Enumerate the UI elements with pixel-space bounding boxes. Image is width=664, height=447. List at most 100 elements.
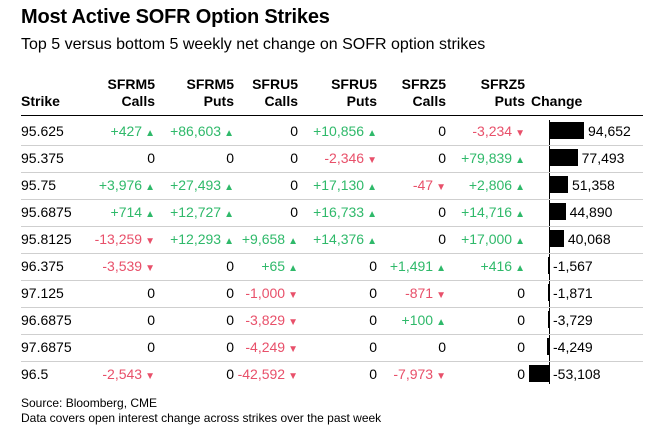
cell-value: +100 [401,312,434,328]
cell-sfrz5-puts: -3,234 ▼ [472,123,525,139]
row-divider [21,145,643,146]
up-arrow-icon: ▲ [436,317,446,328]
cell-sfru5-puts: -2,346 ▼ [324,150,377,166]
cell-sfru5-calls: -42,592 ▼ [238,366,298,382]
cell-sfrm5-puts: +86,603 ▲ [170,123,234,139]
up-arrow-icon: ▲ [145,182,155,193]
cell-value: -42,592 [237,366,286,382]
cell-sfrm5-puts: 0 [226,150,234,166]
cell-value: 0 [147,312,155,328]
cell-sfrz5-puts: +416 ▲ [481,258,525,274]
cell-value: +12,293 [170,231,222,247]
strike-cell: 96.375 [21,258,64,274]
cell-sfrm5-calls: 0 [147,312,155,328]
change-label: 40,068 [567,231,611,247]
up-arrow-icon: ▲ [367,182,377,193]
header-sfrm5-puts: SFRM5 Puts [186,76,234,109]
cell-sfrz5-puts: +2,806 ▲ [469,177,525,193]
cell-value: 0 [226,150,234,166]
cell-value: -7,973 [393,366,434,382]
strike-cell: 95.375 [21,150,64,166]
cell-value: +1,491 [389,258,434,274]
cell-sfru5-puts: 0 [369,339,377,355]
down-arrow-icon: ▼ [515,128,525,139]
cell-sfrz5-calls: 0 [438,339,446,355]
header-sfrm5-calls: SFRM5 Calls [107,76,155,109]
up-arrow-icon: ▲ [224,236,234,247]
cell-value: -1,000 [245,285,286,301]
cell-value: 0 [226,339,234,355]
cell-value: +14,376 [313,231,365,247]
cell-value: 0 [438,150,446,166]
change-bar [547,311,549,328]
header-change: Change [531,93,583,109]
row-divider [21,280,643,281]
down-arrow-icon: ▼ [288,290,298,301]
row-divider [21,361,643,362]
down-arrow-icon: ▼ [288,344,298,355]
change-label: -1,567 [553,258,593,274]
cell-sfrm5-calls: 0 [147,285,155,301]
cell-value: +14,716 [461,204,513,220]
cell-value: -3,234 [472,123,513,139]
cell-sfrm5-calls: +3,976 ▲ [99,177,155,193]
cell-sfrm5-puts: 0 [226,366,234,382]
cell-value: -2,543 [102,366,143,382]
up-arrow-icon: ▲ [288,263,298,274]
cell-sfru5-calls: -3,829 ▼ [245,312,298,328]
cell-sfrm5-calls: 0 [147,339,155,355]
change-label: 94,652 [588,123,631,139]
cell-sfrz5-calls: 0 [438,150,446,166]
change-bar [549,230,564,247]
cell-value: +3,976 [98,177,143,193]
change-bar [547,338,549,355]
cell-sfru5-calls: -1,000 ▼ [245,285,298,301]
cell-sfru5-puts: +10,856 ▲ [313,123,377,139]
cell-sfrm5-calls: -13,259 ▼ [95,231,155,247]
row-divider [21,334,643,335]
up-arrow-icon: ▲ [367,209,377,220]
down-arrow-icon: ▼ [367,155,377,166]
cell-sfru5-calls: 0 [290,123,298,139]
cell-sfrz5-puts: 0 [517,339,525,355]
strike-cell: 95.6875 [21,204,72,220]
cell-sfrz5-calls: -47 ▼ [413,177,446,193]
cell-value: -2,346 [324,150,365,166]
up-arrow-icon: ▲ [367,236,377,247]
cell-sfru5-puts: 0 [369,312,377,328]
cell-sfrz5-puts: +17,000 ▲ [461,231,525,247]
cell-sfrm5-puts: +12,727 ▲ [170,204,234,220]
cell-value: +17,130 [313,177,365,193]
cell-sfru5-calls: 0 [290,177,298,193]
cell-value: -4,249 [245,339,286,355]
up-arrow-icon: ▲ [224,209,234,220]
row-divider [21,307,643,308]
chart-subtitle: Top 5 versus bottom 5 weekly net change … [21,36,486,53]
cell-sfrz5-puts: +79,839 ▲ [461,150,525,166]
cell-sfru5-puts: +14,376 ▲ [313,231,377,247]
up-arrow-icon: ▲ [515,155,525,166]
cell-value: +12,727 [170,204,222,220]
change-bar [529,365,549,382]
change-label: 77,493 [581,150,625,166]
cell-sfrm5-puts: +12,293 ▲ [170,231,234,247]
up-arrow-icon: ▲ [515,182,525,193]
cell-value: +86,603 [170,123,222,139]
cell-value: 0 [438,231,446,247]
change-bar [549,149,578,166]
cell-value: 0 [369,285,377,301]
strike-cell: 97.6875 [21,339,72,355]
up-arrow-icon: ▲ [145,209,155,220]
cell-value: 0 [290,204,298,220]
chart-title: Most Active SOFR Option Strikes [21,6,330,28]
cell-value: +714 [110,204,143,220]
change-bar [548,257,549,274]
cell-sfrz5-calls: +100 ▲ [402,312,446,328]
down-arrow-icon: ▼ [145,263,155,274]
up-arrow-icon: ▲ [224,128,234,139]
cell-value: +9,658 [241,231,286,247]
up-arrow-icon: ▲ [145,128,155,139]
down-arrow-icon: ▼ [288,371,298,382]
cell-value: 0 [226,366,234,382]
